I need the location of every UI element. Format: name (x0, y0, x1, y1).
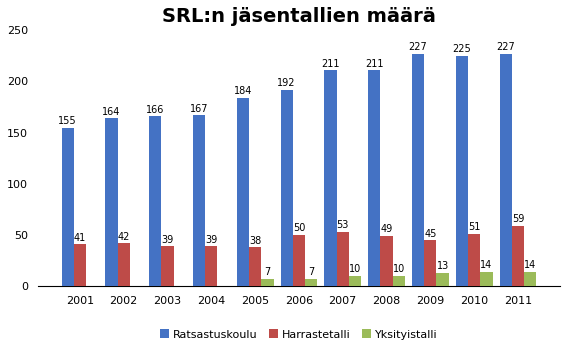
Text: 14: 14 (524, 260, 536, 270)
Bar (62, 127, 74, 286)
Bar (117, 243, 130, 286)
Text: 227: 227 (409, 42, 428, 52)
Text: 166: 166 (146, 105, 164, 115)
Text: 184: 184 (234, 86, 252, 96)
Bar (512, 226, 524, 286)
Bar (105, 118, 117, 286)
Bar (424, 240, 437, 286)
Text: 10: 10 (349, 264, 361, 274)
Text: 10: 10 (393, 264, 405, 274)
Text: 51: 51 (468, 222, 480, 232)
Bar (437, 273, 448, 286)
Bar (456, 56, 468, 286)
Text: 59: 59 (512, 214, 524, 224)
Text: 45: 45 (424, 229, 437, 239)
Text: 227: 227 (496, 42, 515, 52)
Text: 164: 164 (102, 107, 121, 117)
Bar (337, 232, 349, 286)
Bar (368, 70, 380, 286)
Bar (468, 234, 480, 286)
Bar (524, 272, 536, 286)
Bar (261, 279, 273, 286)
Bar (74, 244, 86, 286)
Text: 225: 225 (452, 44, 471, 54)
Text: 192: 192 (277, 78, 296, 88)
Text: 53: 53 (337, 220, 349, 231)
Bar (281, 90, 293, 286)
Text: 38: 38 (249, 236, 261, 246)
Bar (324, 70, 337, 286)
Bar (500, 54, 512, 286)
Text: 50: 50 (293, 223, 305, 233)
Text: 211: 211 (321, 59, 340, 69)
Bar (249, 247, 261, 286)
Bar (237, 98, 249, 286)
Text: 167: 167 (190, 104, 208, 114)
Text: 39: 39 (162, 235, 174, 245)
Bar (305, 279, 318, 286)
Text: 7: 7 (264, 268, 270, 277)
Bar (393, 276, 405, 286)
Text: 211: 211 (365, 59, 383, 69)
Bar (380, 236, 393, 286)
Text: 155: 155 (58, 116, 77, 126)
Text: 41: 41 (74, 233, 86, 243)
Title: SRL:n jäsentallien määrä: SRL:n jäsentallien määrä (162, 7, 436, 26)
Text: 42: 42 (117, 232, 130, 242)
Bar (149, 116, 162, 286)
Bar (205, 246, 218, 286)
Bar (293, 235, 305, 286)
Text: 13: 13 (437, 261, 448, 271)
Bar (480, 272, 493, 286)
Text: 49: 49 (380, 225, 392, 234)
Text: 39: 39 (205, 235, 218, 245)
Text: 14: 14 (480, 260, 493, 270)
Bar (193, 115, 205, 286)
Text: 7: 7 (308, 268, 314, 277)
Bar (412, 54, 424, 286)
Bar (349, 276, 361, 286)
Bar (162, 246, 174, 286)
Legend: Ratsastuskoulu, Harrastetalli, Yksityistalli: Ratsastuskoulu, Harrastetalli, Yksityist… (155, 325, 442, 344)
